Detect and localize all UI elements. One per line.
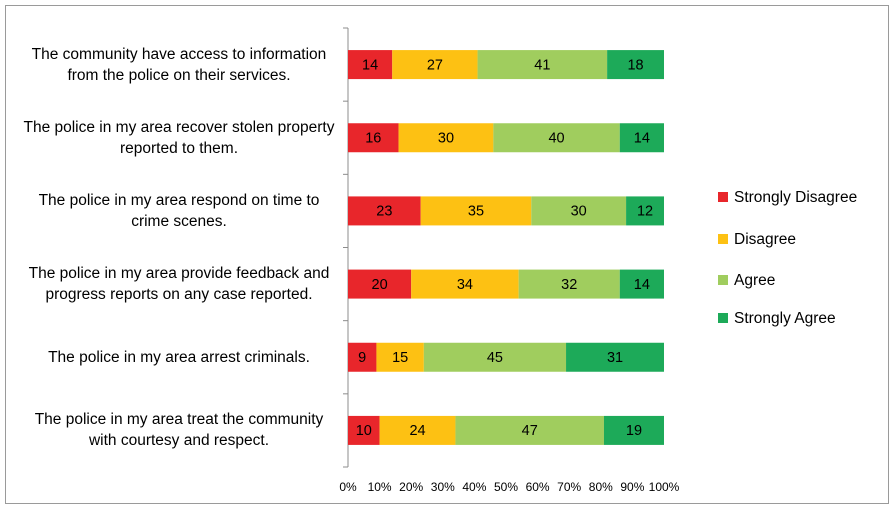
bar-segment: [376, 342, 424, 372]
legend-label: Strongly Disagree: [734, 189, 857, 206]
data-label: 24: [409, 423, 425, 439]
legend-swatch: [718, 234, 728, 244]
data-label: 14: [634, 131, 650, 147]
bar-segment: [531, 196, 627, 226]
data-label: 20: [372, 277, 388, 293]
data-label: 45: [487, 350, 503, 366]
data-label: 34: [457, 277, 473, 293]
bar-segment: [379, 415, 456, 445]
legend-swatch: [718, 275, 728, 285]
bar-segment: [518, 269, 620, 299]
bar-segment: [493, 123, 620, 153]
bar-segment: [398, 123, 494, 153]
category-label: The police in my area provide feedback a…: [28, 265, 330, 304]
legend-label: Agree: [734, 272, 775, 289]
data-label: 40: [548, 131, 564, 147]
category-label: The community have access to information…: [31, 45, 327, 84]
bar-segment: [420, 196, 532, 226]
x-tick-label: 20%: [399, 480, 423, 494]
bar-segment: [348, 342, 377, 372]
bar-segment: [392, 50, 478, 80]
category-label: The police in my area respond on time to…: [38, 191, 320, 230]
x-tick-label: 40%: [462, 480, 486, 494]
data-label: 47: [522, 423, 538, 439]
bar-segment: [411, 269, 519, 299]
bar-segment: [348, 50, 393, 80]
x-tick-label: 90%: [620, 480, 644, 494]
bar-segment: [619, 269, 664, 299]
data-label: 27: [427, 57, 443, 73]
data-label: 12: [637, 204, 653, 220]
data-label: 18: [627, 57, 643, 73]
x-tick-label: 80%: [589, 480, 613, 494]
bar-segment: [348, 415, 380, 445]
data-label: 15: [392, 350, 408, 366]
bar-segment: [626, 196, 664, 226]
data-label: 14: [362, 57, 378, 73]
data-label: 16: [365, 131, 381, 147]
category-label: The police in my area arrest criminals.: [48, 348, 310, 366]
bar-segment: [455, 415, 604, 445]
data-label: 41: [534, 57, 550, 73]
bar-segment: [348, 196, 421, 226]
legend-label: Strongly Agree: [734, 310, 836, 327]
bar-segment: [566, 342, 664, 372]
x-tick-label: 70%: [557, 480, 581, 494]
x-tick-label: 100%: [649, 480, 680, 494]
x-tick-label: 50%: [494, 480, 518, 494]
x-tick-label: 10%: [368, 480, 392, 494]
bar-segment: [603, 415, 664, 445]
bar-segment: [619, 123, 664, 153]
legend-label: Disagree: [734, 231, 796, 248]
bar-segment: [348, 123, 399, 153]
legend-swatch: [718, 192, 728, 202]
category-label: The police in my area treat the communit…: [34, 411, 324, 450]
data-label: 31: [607, 350, 623, 366]
data-label: 9: [358, 350, 366, 366]
data-label: 35: [468, 204, 484, 220]
x-tick-label: 60%: [526, 480, 550, 494]
data-label: 30: [571, 204, 587, 220]
chart-frame: [5, 5, 889, 504]
data-label: 32: [561, 277, 577, 293]
data-label: 19: [626, 423, 642, 439]
legend-swatch: [718, 313, 728, 323]
data-label: 30: [438, 131, 454, 147]
bar-segment: [423, 342, 567, 372]
bar-segment: [348, 269, 412, 299]
bar-segment: [607, 50, 664, 80]
x-tick-label: 0%: [339, 480, 357, 494]
x-tick-label: 30%: [431, 480, 455, 494]
data-label: 10: [356, 423, 372, 439]
bar-segment: [477, 50, 608, 80]
category-label: The police in my area recover stolen pro…: [23, 118, 335, 157]
data-label: 23: [376, 204, 392, 220]
data-label: 14: [634, 277, 650, 293]
